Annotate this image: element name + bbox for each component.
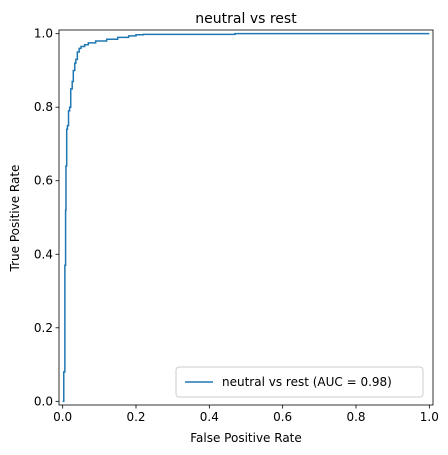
x-tick-label: 0.2 — [126, 410, 145, 424]
roc-curve-line — [62, 32, 430, 403]
x-tick-label: 0.4 — [200, 410, 219, 424]
y-tick-label: 0.6 — [34, 174, 53, 188]
legend-box — [175, 366, 424, 398]
axes-frame — [58, 29, 434, 406]
y-tick-label: 0.4 — [34, 247, 53, 261]
x-tick-label: 0.8 — [346, 410, 365, 424]
y-tick-label: 0.2 — [34, 321, 53, 335]
y-tick-label: 0.0 — [34, 394, 53, 408]
chart-title: neutral vs rest — [195, 11, 297, 27]
y-axis-ticks: 0.0 0.2 0.4 0.6 0.8 1.0 — [34, 27, 59, 408]
x-tick-label: 1.0 — [420, 410, 439, 424]
x-axis-ticks: 0.0 0.2 0.4 0.6 0.8 1.0 — [53, 405, 439, 424]
legend-label: neutral vs rest (AUC = 0.98) — [222, 375, 392, 389]
plot-area — [58, 29, 434, 406]
x-tick-label: 0.6 — [273, 410, 292, 424]
x-tick-label: 0.0 — [53, 410, 72, 424]
x-axis-label: False Positive Rate — [190, 431, 302, 445]
y-tick-label: 0.8 — [34, 100, 53, 114]
legend: neutral vs rest (AUC = 0.98) — [175, 366, 424, 398]
y-tick-label: 1.0 — [34, 27, 53, 41]
y-axis-label: True Positive Rate — [8, 165, 22, 273]
